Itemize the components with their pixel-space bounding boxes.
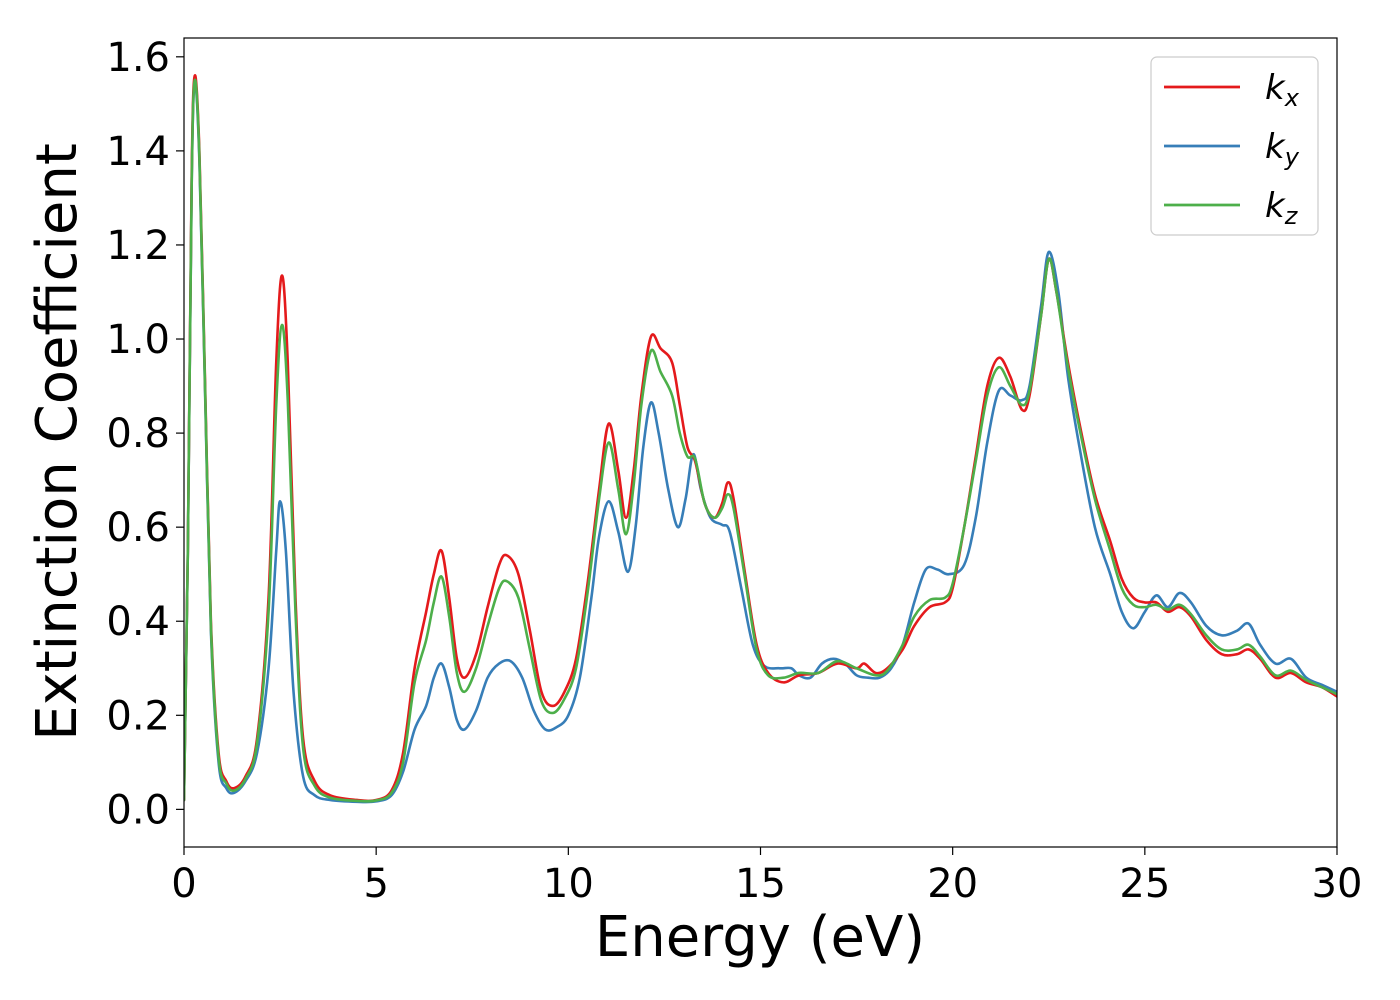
- plot-area: [184, 38, 1337, 847]
- x-tick-label: 25: [1119, 861, 1170, 907]
- x-tick-label: 30: [1312, 861, 1363, 907]
- legend-label-z: kz: [1265, 186, 1299, 230]
- y-tick-label: 0.6: [106, 505, 170, 551]
- x-axis-title: Energy (eV): [595, 905, 925, 970]
- x-axis: 0 5 10 15 20 25 30: [171, 847, 1362, 907]
- y-axis: 0.0 0.2 0.4 0.6 0.8 1.0 1.2 1.4 1.6: [106, 35, 184, 833]
- series-line-y: [184, 81, 1337, 804]
- series-layer: [184, 74, 1337, 804]
- x-tick-label: 0: [171, 861, 196, 907]
- x-tick-label: 20: [927, 861, 978, 907]
- x-tick-label: 5: [363, 861, 388, 907]
- y-tick-label: 0.2: [106, 693, 170, 739]
- y-tick-label: 1.0: [106, 317, 170, 363]
- y-tick-label: 1.2: [106, 223, 170, 269]
- y-tick-label: 1.6: [106, 35, 170, 81]
- x-tick-label: 10: [543, 861, 594, 907]
- legend-label-x: kx: [1265, 68, 1300, 112]
- y-tick-label: 1.4: [106, 129, 170, 175]
- y-tick-label: 0.4: [106, 599, 170, 645]
- y-tick-label: 0.0: [106, 787, 170, 833]
- y-tick-label: 0.8: [106, 411, 170, 457]
- x-tick-label: 15: [735, 861, 786, 907]
- y-axis-title: Extinction Coefficient: [25, 143, 90, 741]
- series-line-z: [184, 78, 1337, 803]
- legend-label-y: ky: [1265, 127, 1300, 171]
- legend: kx ky kz: [1150, 56, 1319, 236]
